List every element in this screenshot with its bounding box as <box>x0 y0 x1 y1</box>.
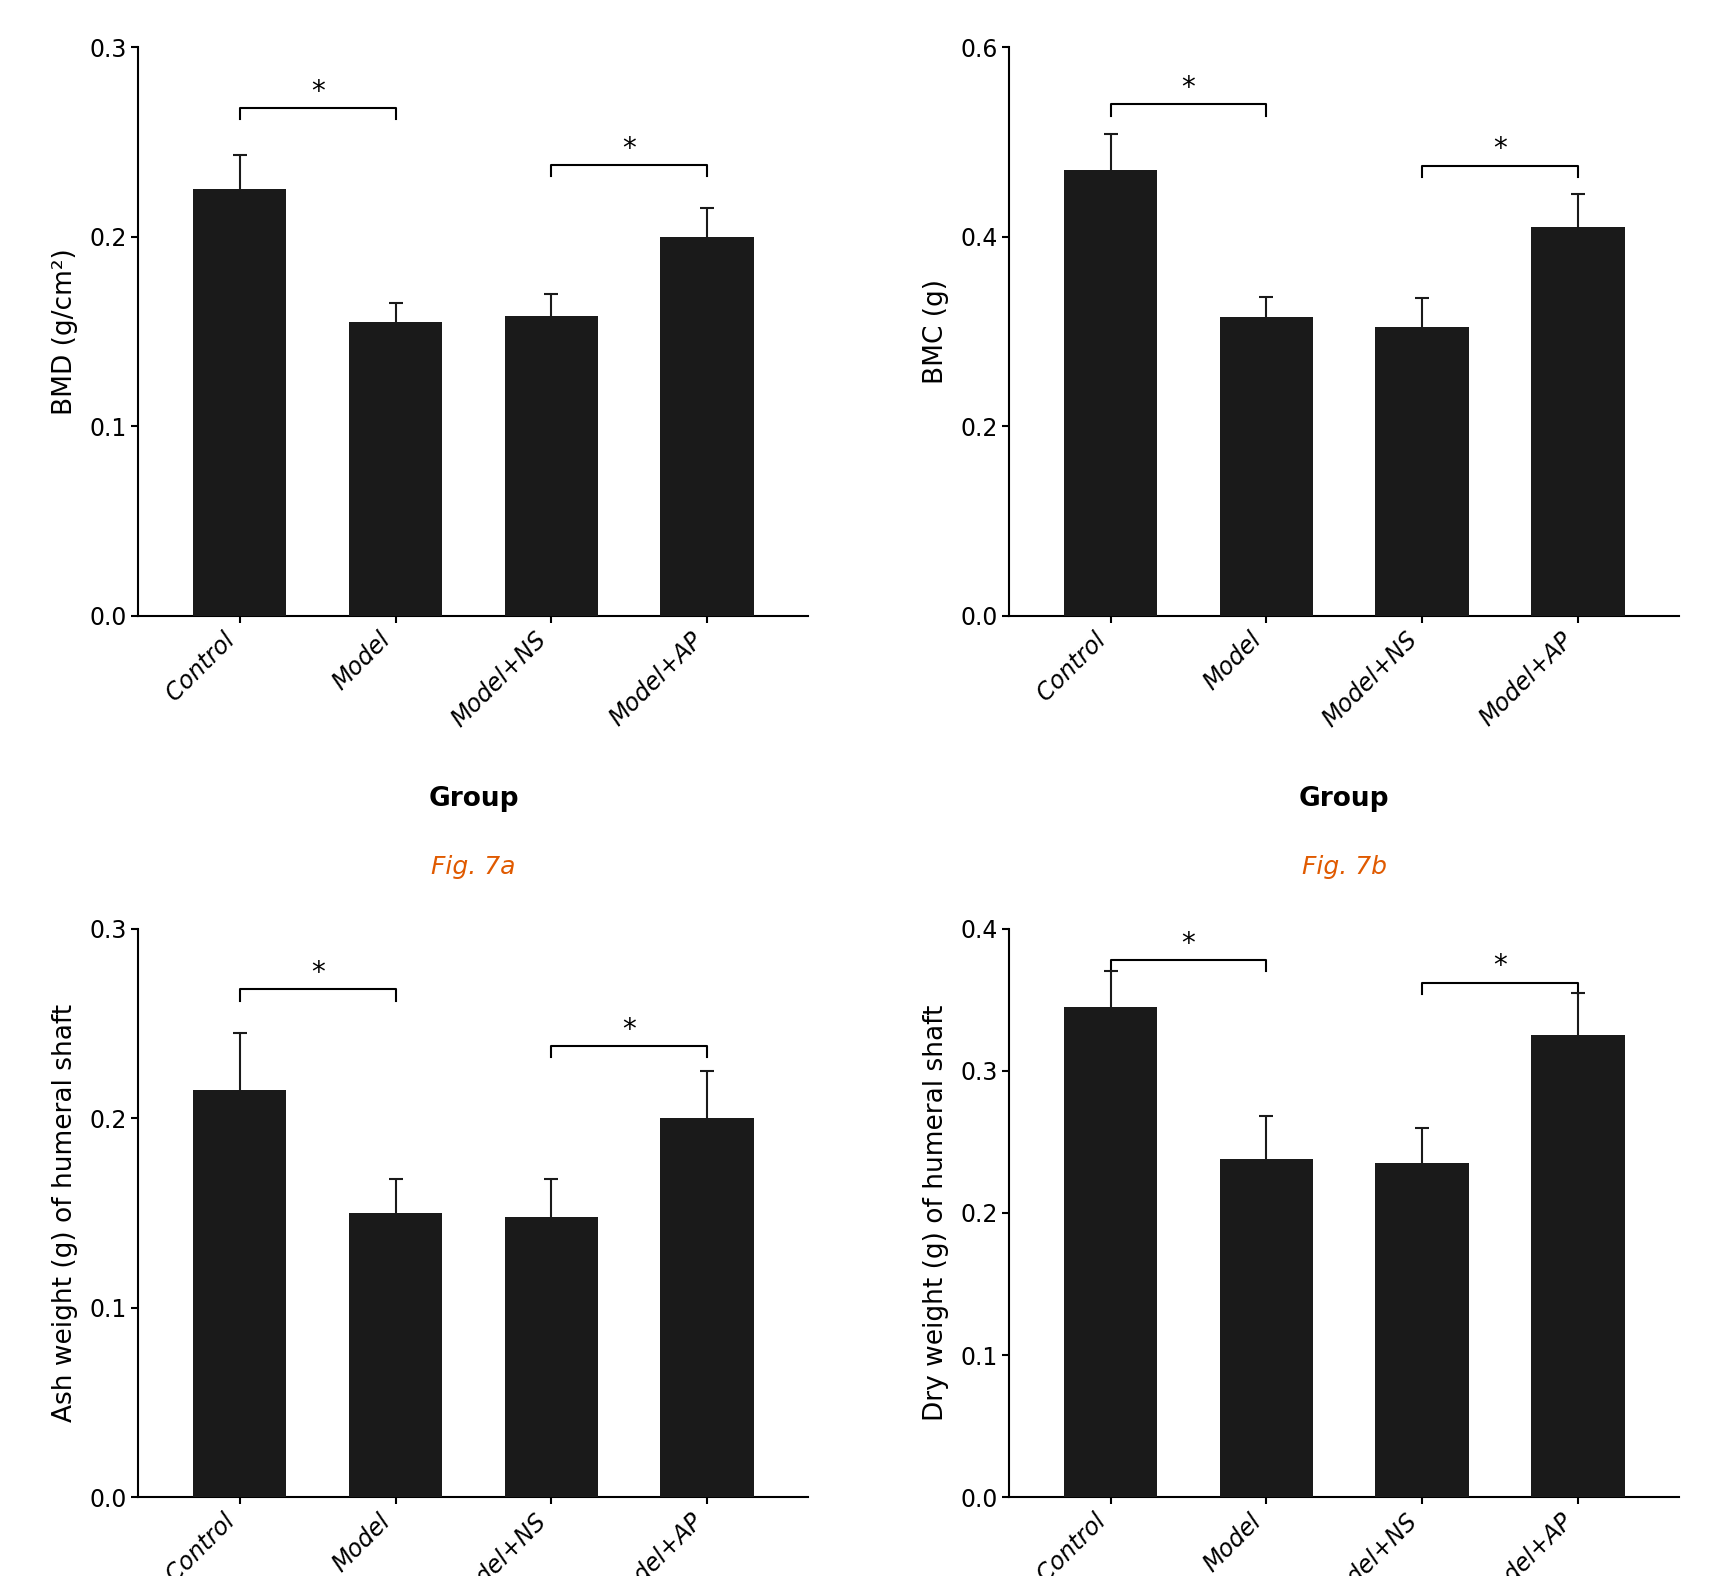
Bar <box>1531 1035 1624 1497</box>
Bar <box>503 317 597 616</box>
Bar <box>348 1214 441 1497</box>
Y-axis label: BMC (g): BMC (g) <box>922 279 948 385</box>
Bar <box>1531 227 1624 616</box>
Text: Group: Group <box>427 786 519 813</box>
Bar <box>348 322 441 616</box>
Text: *: * <box>1493 952 1505 980</box>
Bar <box>1064 1007 1157 1497</box>
Text: *: * <box>311 77 324 106</box>
Text: Fig. 7b: Fig. 7b <box>1301 854 1386 879</box>
Bar <box>503 1217 597 1497</box>
Bar <box>659 236 753 616</box>
Text: *: * <box>621 1017 635 1043</box>
Bar <box>192 189 285 616</box>
Text: Fig. 7a: Fig. 7a <box>431 854 516 879</box>
Text: *: * <box>621 134 635 162</box>
Y-axis label: Dry weight (g) of humeral shaft: Dry weight (g) of humeral shaft <box>922 1005 948 1422</box>
Bar <box>192 1089 285 1497</box>
Text: *: * <box>1182 74 1195 102</box>
Bar <box>1220 1158 1313 1497</box>
Bar <box>1220 317 1313 616</box>
Text: *: * <box>1493 136 1505 164</box>
Y-axis label: Ash weight (g) of humeral shaft: Ash weight (g) of humeral shaft <box>52 1004 78 1422</box>
Text: *: * <box>311 958 324 987</box>
Y-axis label: BMD (g/cm²): BMD (g/cm²) <box>52 247 78 414</box>
Bar <box>1375 1163 1469 1497</box>
Bar <box>1064 170 1157 616</box>
Bar <box>659 1117 753 1497</box>
Bar <box>1375 326 1469 616</box>
Text: Group: Group <box>1298 786 1389 813</box>
Text: *: * <box>1182 930 1195 958</box>
